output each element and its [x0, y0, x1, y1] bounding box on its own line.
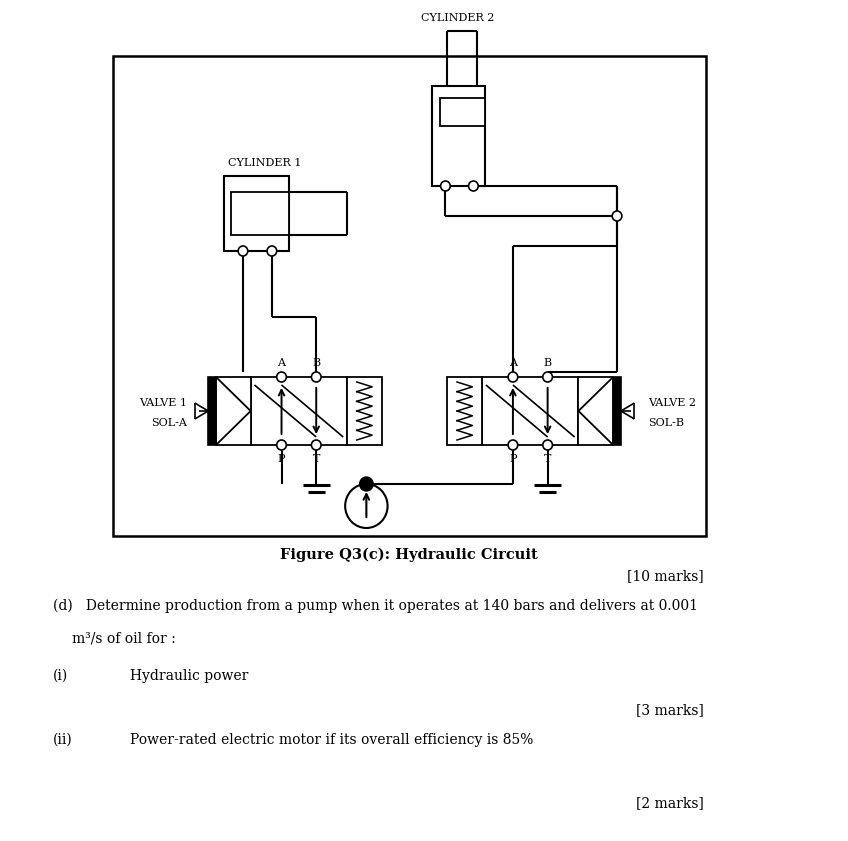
Text: Power-rated electric motor if its overall efficiency is 85%: Power-rated electric motor if its overal…: [130, 733, 533, 747]
Circle shape: [238, 246, 248, 256]
Bar: [232, 192, 289, 235]
Circle shape: [508, 440, 518, 450]
Bar: [439, 98, 485, 126]
Text: CYLINDER 2: CYLINDER 2: [421, 13, 494, 23]
Bar: [448, 377, 482, 445]
Text: T: T: [313, 454, 320, 464]
Text: [3 marks]: [3 marks]: [636, 703, 704, 717]
Text: B: B: [544, 358, 552, 368]
Text: P: P: [509, 454, 516, 464]
Text: CYLINDER 1: CYLINDER 1: [228, 158, 302, 168]
Circle shape: [311, 372, 321, 382]
Text: [2 marks]: [2 marks]: [636, 796, 704, 810]
Text: Hydraulic power: Hydraulic power: [130, 669, 248, 683]
Text: T: T: [544, 454, 551, 464]
Circle shape: [267, 246, 276, 256]
Text: SOL-B: SOL-B: [648, 418, 683, 428]
Circle shape: [469, 181, 478, 191]
Circle shape: [276, 372, 287, 382]
Bar: [482, 377, 578, 445]
Bar: [432, 86, 485, 186]
Text: m³/s of oil for :: m³/s of oil for :: [72, 631, 176, 645]
Bar: [613, 377, 621, 445]
Text: [10 marks]: [10 marks]: [627, 569, 704, 583]
Text: A: A: [509, 358, 517, 368]
Circle shape: [276, 440, 287, 450]
Bar: [113, 56, 706, 536]
Circle shape: [612, 211, 622, 221]
Circle shape: [345, 484, 388, 528]
Text: VALVE 1: VALVE 1: [139, 398, 187, 408]
Text: (d)   Determine production from a pump when it operates at 140 bars and delivers: (d) Determine production from a pump whe…: [53, 599, 698, 613]
Text: A: A: [277, 358, 286, 368]
Bar: [224, 176, 289, 251]
Text: (i): (i): [53, 669, 69, 683]
Circle shape: [543, 440, 552, 450]
Text: B: B: [312, 358, 321, 368]
Circle shape: [543, 372, 552, 382]
Text: Figure Q3(c): Hydraulic Circuit: Figure Q3(c): Hydraulic Circuit: [280, 548, 538, 563]
Bar: [216, 377, 251, 445]
Text: (ii): (ii): [53, 733, 73, 747]
Bar: [209, 377, 216, 445]
Bar: [578, 377, 613, 445]
Text: SOL-A: SOL-A: [151, 418, 187, 428]
Text: P: P: [278, 454, 285, 464]
Bar: [347, 377, 382, 445]
Circle shape: [311, 440, 321, 450]
Circle shape: [360, 477, 373, 491]
Circle shape: [508, 372, 518, 382]
Text: VALVE 2: VALVE 2: [648, 398, 696, 408]
Bar: [251, 377, 347, 445]
Circle shape: [441, 181, 450, 191]
